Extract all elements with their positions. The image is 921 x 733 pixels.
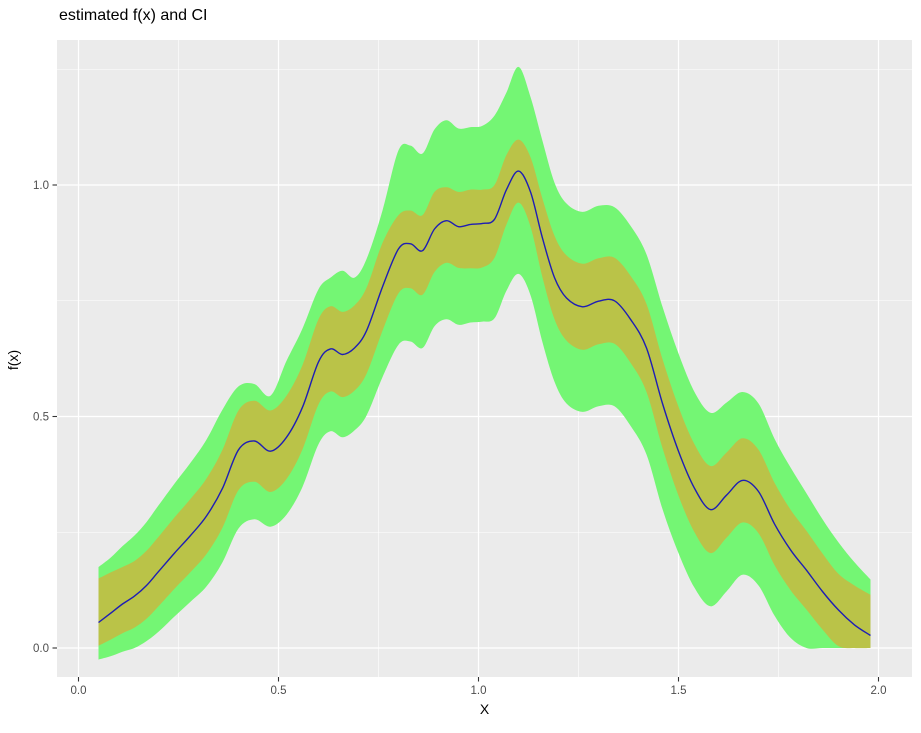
y-tick-label: 0.5: [33, 412, 49, 424]
x-tick-label: 1.5: [671, 685, 687, 697]
inner-ci-ribbon: [98, 139, 871, 649]
plot-title: estimated f(x) and CI: [59, 7, 208, 24]
geometry-layer: [98, 66, 871, 660]
estimate-line: [98, 170, 871, 637]
x-tick-label: 1.0: [471, 685, 487, 697]
x-tick-label: 0.0: [71, 685, 87, 697]
y-axis-title: f(x): [5, 349, 21, 371]
y-tick-label: 1.0: [33, 180, 49, 192]
axis-ticks: 0.0 0.5 1.0 1.5 2.0 0.0 0.5 1.0: [33, 180, 887, 697]
x-tick-label: 0.5: [271, 685, 287, 697]
x-tick-label: 2.0: [871, 685, 887, 697]
y-tick-label: 0.0: [33, 643, 49, 655]
outer-ci-ribbon: [98, 66, 871, 660]
x-axis-title: X: [479, 701, 490, 717]
